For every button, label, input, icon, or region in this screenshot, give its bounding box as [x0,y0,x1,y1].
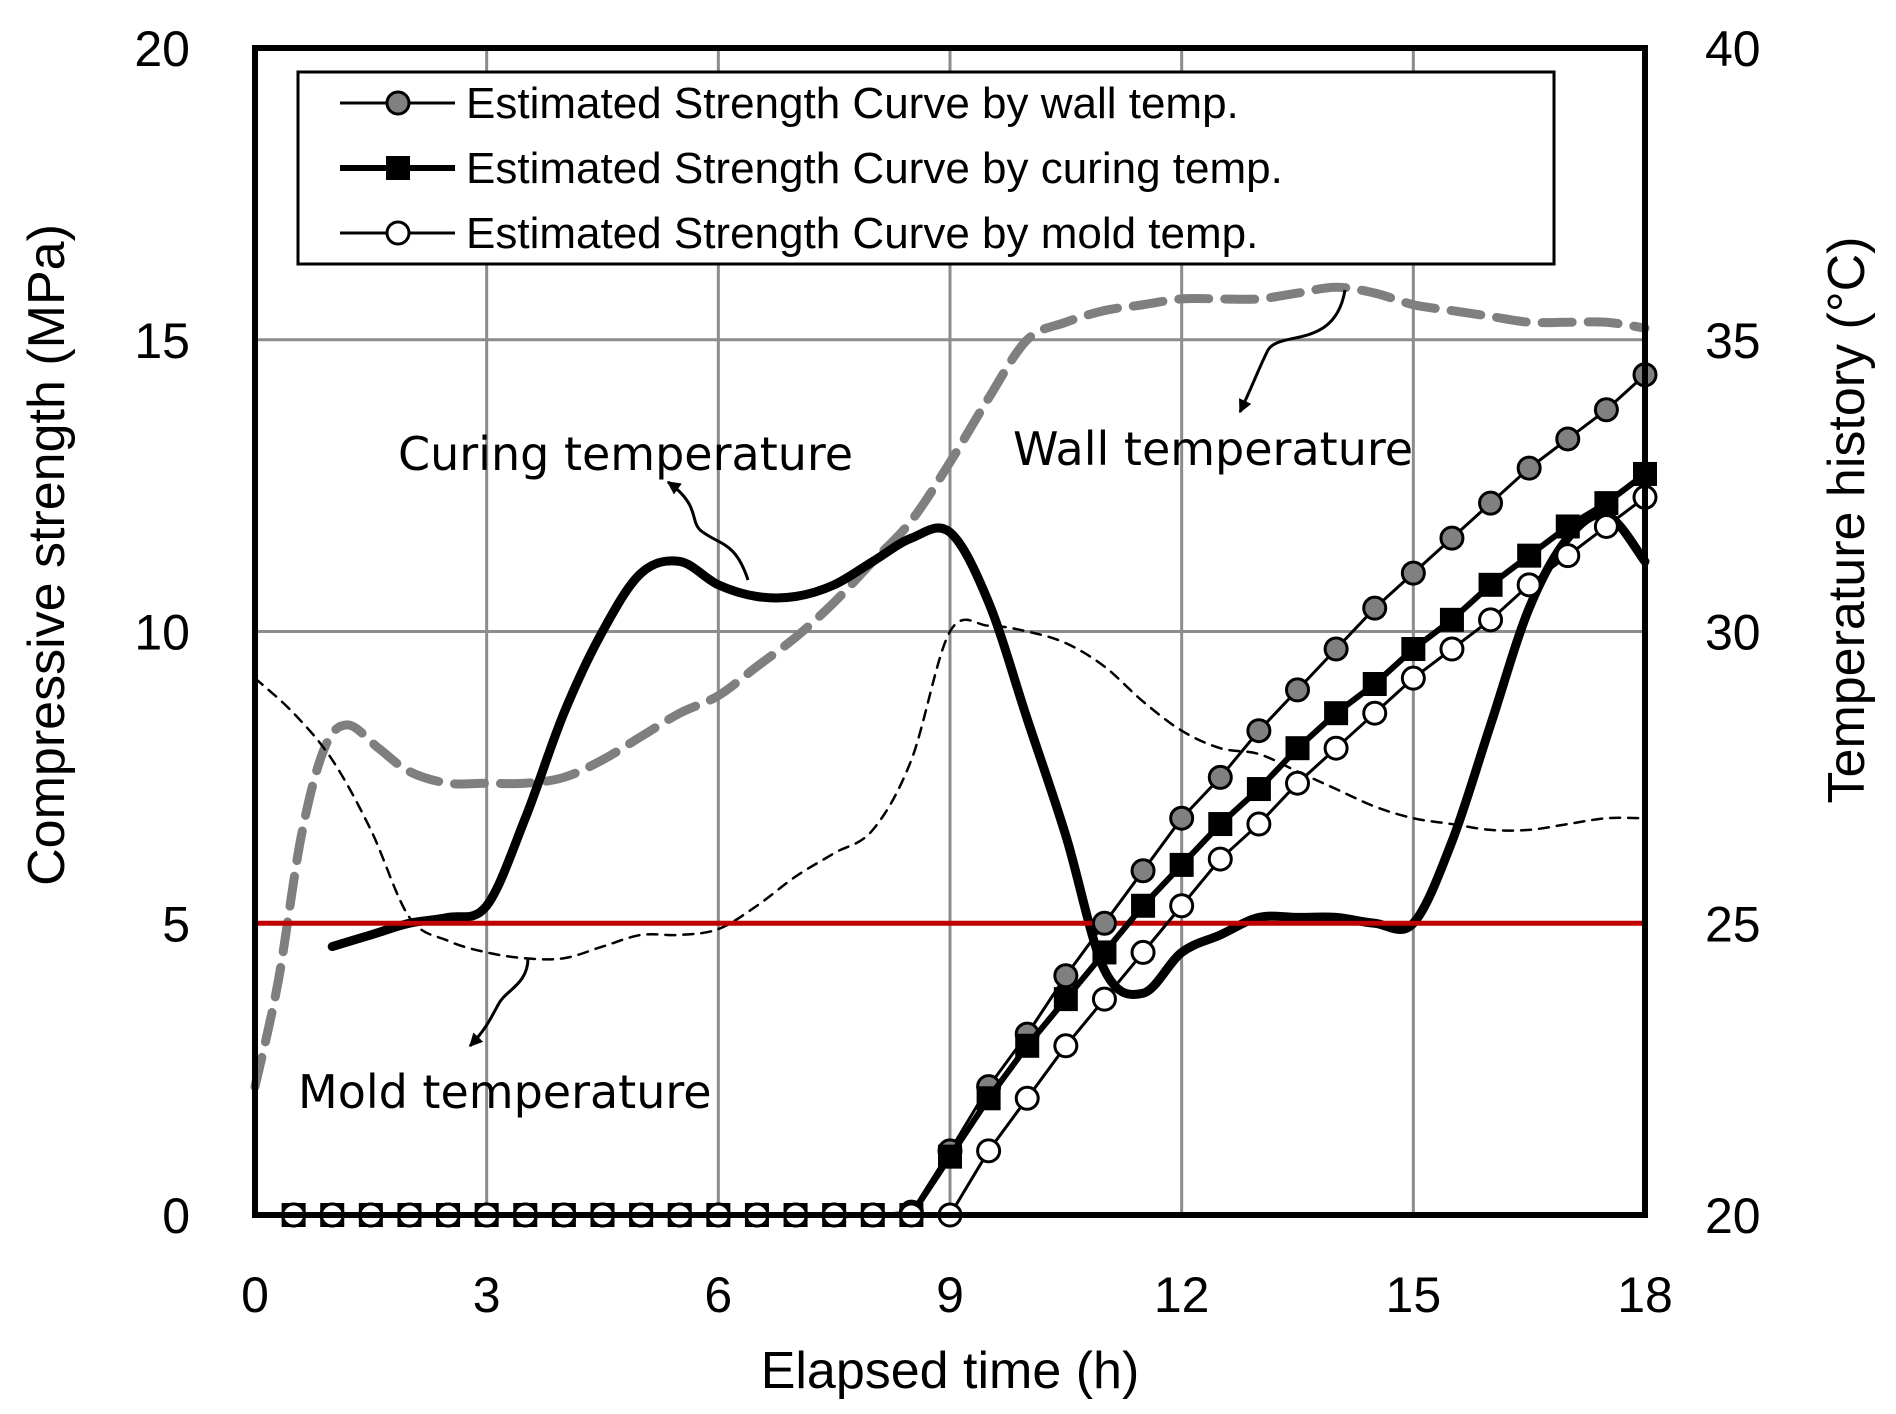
point-curing-21 [1092,940,1117,965]
point-mold-32 [1516,572,1542,598]
point-wall-30 [1439,525,1465,551]
temperature-line-curing-temperature [327,509,1650,1000]
arrow-curing [666,480,750,581]
point-wall-20 [1053,963,1079,989]
point-wall-29 [1400,560,1426,586]
y-tick-label-15: 15 [134,313,190,369]
point-mold-20 [1053,1033,1079,1059]
point-curing-17 [938,1144,962,1169]
point-wall-28 [1362,595,1388,621]
point-curing-28 [1362,672,1387,697]
point-wall-24 [1207,764,1233,790]
point-mold-21 [1091,986,1117,1012]
y-tick-label-10: 10 [134,605,190,661]
x-tick-labels: 0 3 6 9 12 15 18 [241,1267,1673,1323]
strength-line-mold [948,496,1646,1216]
point-mold-28 [1362,700,1388,726]
point-wall-25 [1246,718,1272,744]
point-mold-18 [976,1138,1002,1164]
y-tick-labels: 0 5 10 15 20 [134,21,190,1244]
point-curing-34 [1594,491,1619,516]
point-curing-25 [1246,777,1271,802]
point-wall-32 [1516,455,1542,481]
y-axis-title: Compressive strength (MPa) [18,224,76,886]
point-curing-23 [1169,852,1194,877]
point-wall-23 [1169,805,1195,831]
legend-label-curing: Estimated Strength Curve by curing temp. [466,144,1283,193]
legend: Estimated Strength Curve by wall temp. E… [296,70,1556,266]
y2-tick-label-25: 25 [1705,896,1761,952]
point-curing-27 [1324,701,1349,726]
x-axis-title: Elapsed time (h) [761,1342,1140,1400]
arrow-mold [468,957,530,1048]
y2-tick-label-40: 40 [1705,21,1761,77]
y2-tick-label-30: 30 [1705,605,1761,661]
temperature-line-wall-temperature [250,282,1650,1092]
temperature-lines [250,282,1650,1092]
point-wall-22 [1130,858,1156,884]
point-mold-34 [1593,513,1619,539]
x-tick-label-0: 0 [241,1267,269,1323]
point-curing-33 [1555,514,1580,539]
point-curing-22 [1131,893,1156,918]
point-wall-26 [1285,677,1310,703]
point-mold-30 [1439,636,1465,662]
point-mold-26 [1285,770,1310,796]
x-tick-label-12: 12 [1154,1267,1210,1323]
point-curing-19 [1015,1033,1040,1058]
annotation-mold-temperature: Mold temperature [298,1065,712,1119]
y2-axis-title: Temperature history (°C) [1818,237,1876,804]
x-tick-label-9: 9 [936,1267,964,1323]
point-mold-25 [1246,811,1272,837]
point-curing-29 [1401,637,1426,662]
point-wall-21 [1091,910,1117,936]
legend-marker-gray-circle [385,90,411,116]
legend-marker-black-square [386,156,410,180]
point-curing-30 [1439,607,1464,632]
point-curing-26 [1285,736,1310,761]
point-curing-20 [1053,987,1078,1012]
point-wall-31 [1478,490,1504,516]
point-curing-31 [1478,572,1503,597]
x-tick-label-3: 3 [473,1267,501,1323]
y-tick-label-0: 0 [162,1188,190,1244]
point-mold-19 [1014,1085,1040,1111]
point-wall-33 [1555,426,1581,452]
point-mold-27 [1323,735,1349,761]
point-mold-22 [1130,939,1156,965]
legend-marker-white-circle [385,220,411,246]
legend-label-mold: Estimated Strength Curve by mold temp. [466,209,1258,258]
point-mold-33 [1555,543,1581,569]
point-curing-24 [1208,812,1233,837]
point-mold-23 [1169,893,1195,919]
legend-entry-mold: Estimated Strength Curve by mold temp. [340,209,1258,258]
y2-tick-label-20: 20 [1705,1188,1761,1244]
annotation-wall-temperature: Wall temperature [1013,422,1413,476]
y-tick-label-5: 5 [162,896,190,952]
y-tick-label-20: 20 [134,21,190,77]
x-tick-label-6: 6 [704,1267,732,1323]
legend-box [296,70,1556,266]
plot-frame [252,45,1648,1218]
point-curing-18 [976,1086,1001,1111]
y2-tick-labels: 20 25 30 35 40 [1705,21,1761,1244]
point-curing-32 [1517,543,1542,568]
point-mold-24 [1207,846,1233,872]
point-wall-34 [1593,397,1619,423]
point-wall-27 [1323,636,1349,662]
x-tick-label-18: 18 [1617,1267,1673,1323]
legend-entry-curing: Estimated Strength Curve by curing temp. [340,144,1283,193]
point-mold-29 [1400,665,1426,691]
y2-tick-label-35: 35 [1705,313,1761,369]
legend-entry-wall: Estimated Strength Curve by wall temp. [340,79,1239,128]
legend-label-wall: Estimated Strength Curve by wall temp. [466,79,1239,128]
annotation-curing-temperature: Curing temperature [398,427,853,481]
arrow-wall [1238,289,1347,414]
x-tick-label-15: 15 [1386,1267,1442,1323]
point-mold-31 [1478,607,1504,633]
